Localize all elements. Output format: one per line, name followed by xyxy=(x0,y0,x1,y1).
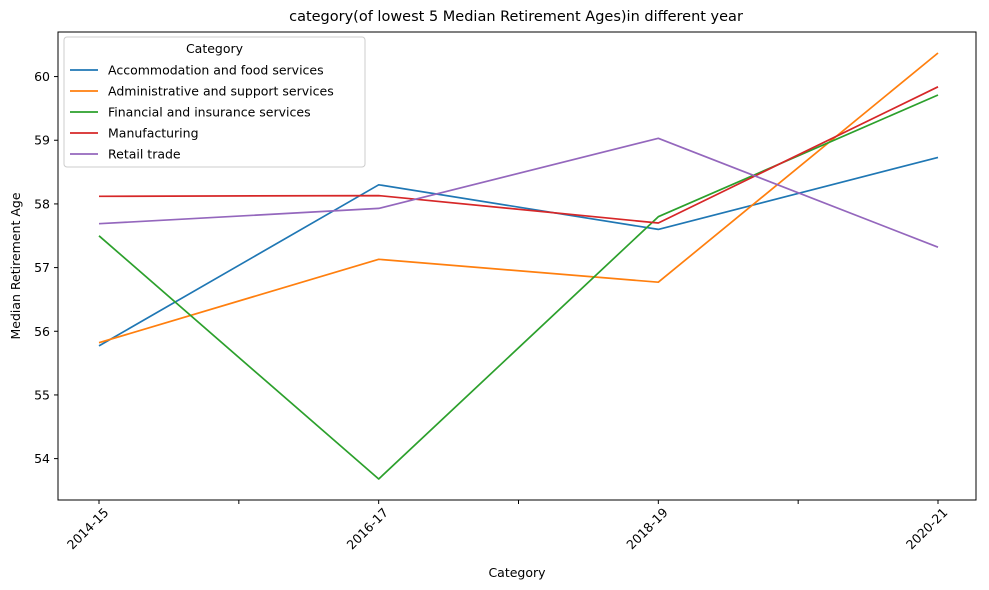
legend-entry-label: Administrative and support services xyxy=(108,84,334,99)
y-tick-label: 55 xyxy=(34,387,50,402)
series-line-4 xyxy=(98,137,939,248)
series-line-3 xyxy=(98,86,939,224)
legend-entry-label: Accommodation and food services xyxy=(108,63,324,78)
y-axis-label: Median Retirement Age xyxy=(8,192,23,339)
legend-box xyxy=(63,36,366,168)
legend: Category Accommodation and food services… xyxy=(63,36,366,168)
x-tick-label: 2018-19 xyxy=(623,505,671,553)
y-tick-label: 57 xyxy=(34,260,50,275)
series-line-1 xyxy=(98,52,939,344)
x-tick-label: 2020-21 xyxy=(903,505,951,553)
legend-entry-label: Financial and insurance services xyxy=(108,105,311,120)
x-axis: 2014-15 2016-17 2018-19 2020-21 xyxy=(64,500,951,553)
legend-title: Category xyxy=(186,41,244,56)
y-tick-label: 54 xyxy=(34,451,50,466)
x-tick-label: 2014-15 xyxy=(64,505,112,553)
series-line-0 xyxy=(98,156,939,347)
y-tick-label: 59 xyxy=(34,133,50,148)
y-tick-label: 56 xyxy=(34,324,50,339)
x-axis-label: Category xyxy=(488,565,546,580)
y-tick-label: 60 xyxy=(34,69,50,84)
y-tick-label: 58 xyxy=(34,196,50,211)
x-tick-label: 2016-17 xyxy=(344,505,392,553)
chart-title: category(of lowest 5 Median Retirement A… xyxy=(289,9,743,25)
plot-frame xyxy=(57,31,977,501)
legend-entry-label: Retail trade xyxy=(108,147,181,162)
y-axis: 54 55 56 57 58 59 60 xyxy=(34,69,58,466)
legend-entry-label: Manufacturing xyxy=(108,126,199,141)
series-layer xyxy=(98,52,939,480)
series-line-2 xyxy=(98,94,939,480)
